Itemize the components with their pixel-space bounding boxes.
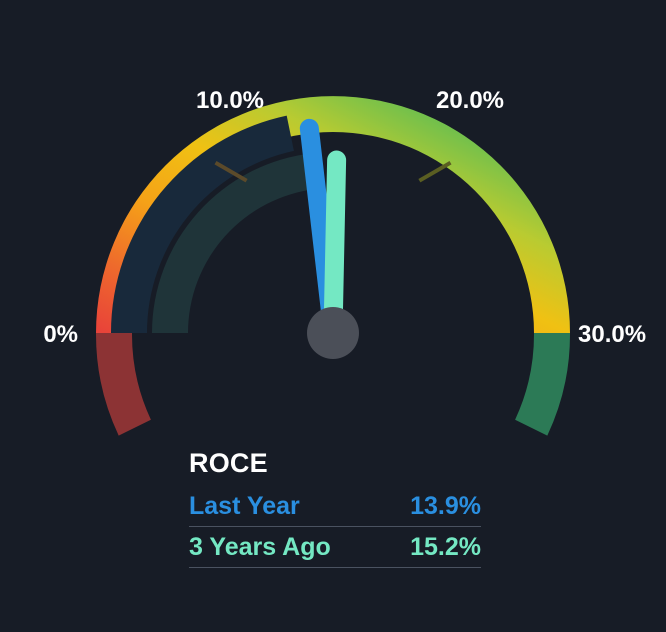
legend-label-last-year: Last Year [189, 492, 300, 520]
gauge-tick-label-20: 20.0% [436, 87, 504, 114]
legend-label-three-years: 3 Years Ago [189, 533, 331, 561]
gauge-inner-arc-last-year [110, 115, 294, 333]
gauge-tick-20 [418, 160, 452, 183]
legend-row-last-year: Last Year 13.9% [189, 492, 481, 526]
gauge-legend: ROCE Last Year 13.9% 3 Years Ago 15.2% [189, 450, 481, 568]
gauge-arc-high-tail [515, 333, 571, 436]
legend-value-three-years: 15.2% [410, 533, 481, 561]
gauge-tick-label-30: 30.0% [578, 321, 646, 348]
gauge-tick-label-0: 0% [43, 321, 78, 348]
legend-row-three-years: 3 Years Ago 15.2% [189, 527, 481, 567]
legend-value-last-year: 13.9% [410, 492, 481, 520]
legend-divider-middle [189, 526, 481, 527]
gauge-inner-arc-three-years [152, 153, 317, 333]
page-title: ROCE [189, 448, 268, 478]
gauge-tick-label-10: 10.0% [196, 87, 264, 114]
gauge-arc-low-tail [95, 333, 151, 436]
gauge-tick-10 [214, 160, 248, 183]
gauge-needle-three-years [323, 150, 347, 343]
gauge-hub [307, 307, 359, 359]
legend-divider-bottom [189, 567, 481, 568]
